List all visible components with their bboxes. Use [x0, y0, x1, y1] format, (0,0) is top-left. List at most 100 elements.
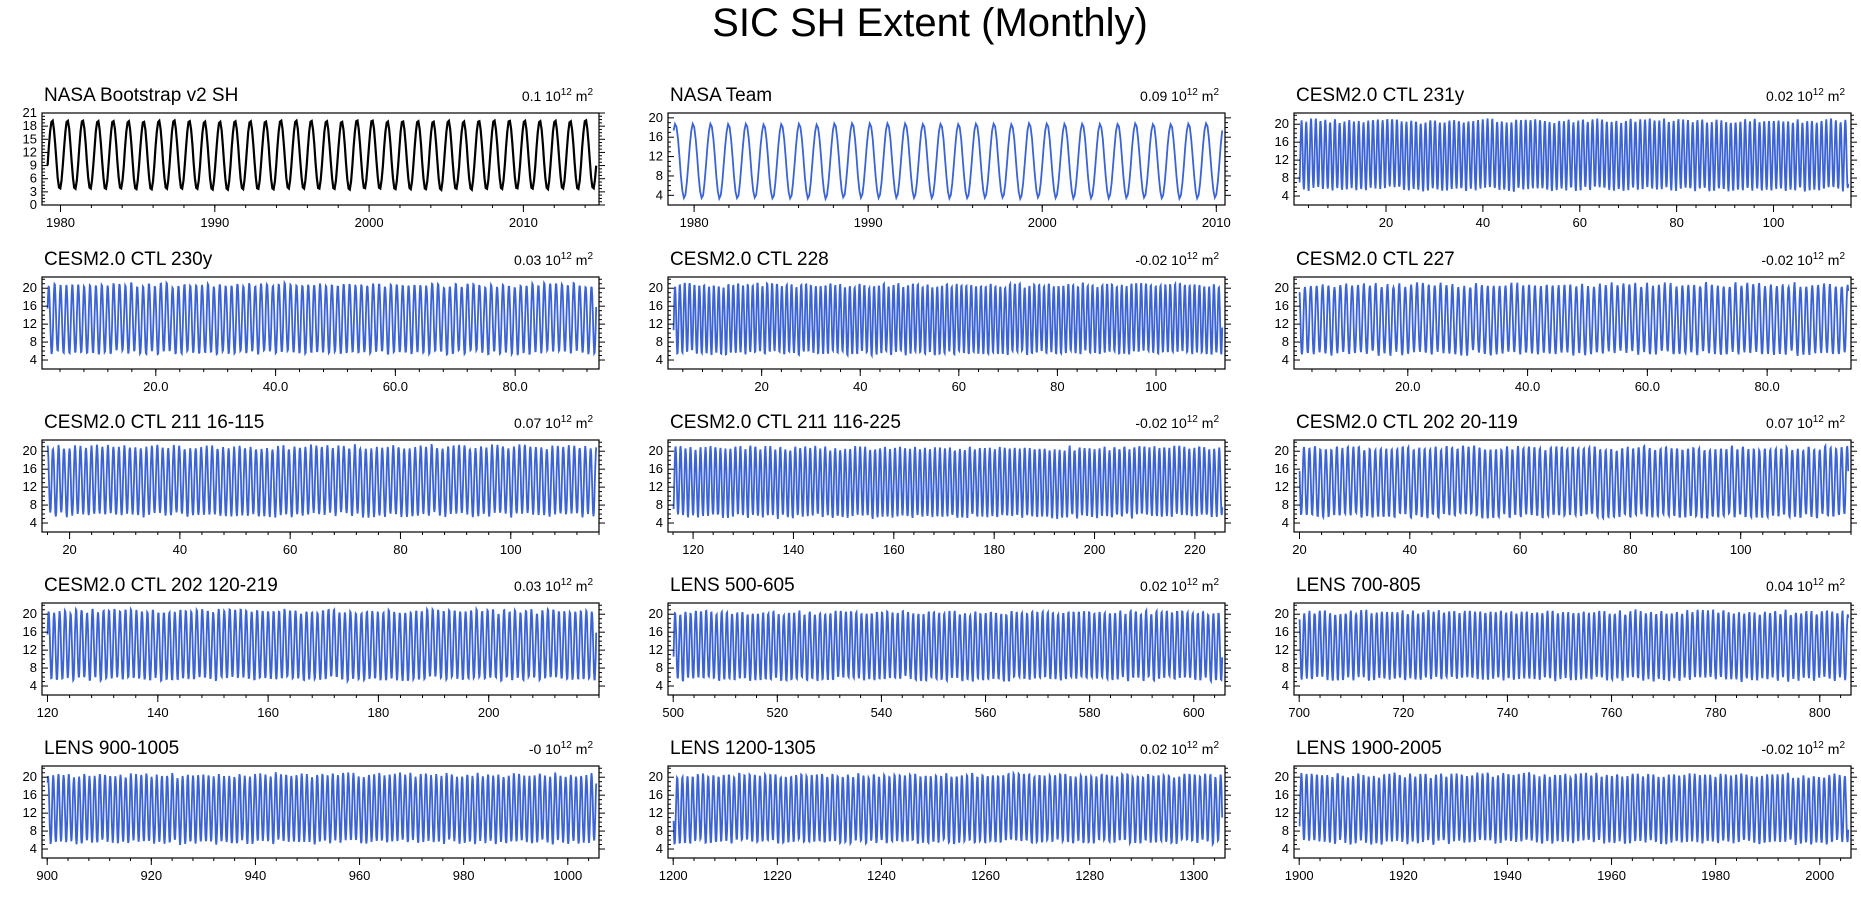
x-tick-label: 580 — [1079, 705, 1101, 720]
x-tick-label: 100 — [500, 542, 522, 557]
panel-value-label: 0.09 1012 m2 — [1140, 87, 1219, 104]
y-tick-label: 6 — [30, 171, 37, 186]
y-tick-label: 12 — [23, 642, 37, 657]
y-tick-label: 16 — [1275, 624, 1289, 639]
panel-value-label: -0.02 1012 m2 — [1135, 251, 1219, 268]
x-tick-label: 80 — [393, 542, 407, 557]
y-tick-label: 4 — [1282, 841, 1289, 856]
x-tick-label: 1990 — [854, 215, 883, 230]
y-tick-label: 12 — [1275, 316, 1289, 331]
panel-value: 0.03 10 — [514, 252, 561, 268]
y-tick-label: 8 — [1282, 497, 1289, 512]
x-tick-label: 720 — [1392, 705, 1414, 720]
plot-frame — [667, 765, 1226, 859]
x-tick-label: 160 — [257, 705, 279, 720]
panel-title: CESM2.0 CTL 202 20-119 — [1296, 412, 1518, 433]
x-tick-label: 700 — [1288, 705, 1310, 720]
series-line — [46, 443, 598, 518]
y-tick-label: 16 — [23, 787, 37, 802]
series-line — [672, 607, 1224, 685]
y-tick-label: 8 — [1282, 660, 1289, 675]
y-tick-label: 12 — [23, 144, 37, 159]
series-line — [46, 605, 598, 685]
panel-value: 0.04 10 — [1766, 578, 1813, 594]
x-tick-label: 1920 — [1389, 868, 1418, 883]
x-tick-label: 600 — [1183, 705, 1205, 720]
panel-title: LENS 900-1005 — [44, 738, 179, 759]
x-tick-label: 1240 — [867, 868, 896, 883]
panel-value-label: 0.07 1012 m2 — [514, 414, 593, 431]
y-tick-label: 16 — [1275, 461, 1289, 476]
y-tick-label: 16 — [23, 624, 37, 639]
plot-frame — [1293, 439, 1852, 533]
x-tick-label: 40 — [1403, 542, 1417, 557]
panel-14: LENS 1200-1305 0.02 1012 m2 4 8 12 16 20 1200 12… — [649, 738, 1231, 883]
x-tick-label: 40 — [853, 379, 867, 394]
panel-value-label: 0.03 1012 m2 — [514, 577, 593, 594]
x-tick-label: 180 — [983, 542, 1005, 557]
plot-frame — [1293, 602, 1852, 696]
x-tick-label: 40.0 — [263, 379, 288, 394]
x-tick-label: 100 — [1763, 215, 1785, 230]
panel-12: LENS 700-805 0.04 1012 m2 4 8 12 16 20 700 720 74… — [1275, 575, 1857, 720]
x-tick-label: 20 — [62, 542, 76, 557]
panel-value-label: 0.02 1012 m2 — [1140, 577, 1219, 594]
y-tick-label: 4 — [1282, 352, 1289, 367]
panel-title: CESM2.0 CTL 231y — [1296, 85, 1465, 106]
y-tick-label: 8 — [1282, 170, 1289, 185]
y-tick-label: 12 — [1275, 479, 1289, 494]
x-tick-label: 780 — [1705, 705, 1727, 720]
x-tick-label: 900 — [36, 868, 58, 883]
y-tick-label: 16 — [649, 129, 663, 144]
panel-11: LENS 500-605 0.02 1012 m2 4 8 12 16 20 500 520 54… — [649, 575, 1231, 720]
y-tick-label: 4 — [656, 187, 663, 202]
y-tick-label: 4 — [1282, 678, 1289, 693]
plot-frame — [667, 602, 1226, 696]
y-tick-label: 8 — [656, 660, 663, 675]
panel-title: CESM2.0 CTL 202 120-219 — [44, 575, 278, 596]
x-tick-label: 220 — [1184, 542, 1206, 557]
plot-frame — [667, 276, 1226, 370]
y-tick-label: 4 — [1282, 515, 1289, 530]
y-tick-label: 16 — [649, 461, 663, 476]
x-tick-label: 1300 — [1179, 868, 1208, 883]
y-tick-label: 12 — [649, 805, 663, 820]
series-line — [672, 120, 1224, 202]
y-tick-label: 12 — [23, 316, 37, 331]
x-tick-label: 200 — [478, 705, 500, 720]
panel-value: 0.07 10 — [514, 415, 561, 431]
y-tick-label: 8 — [656, 334, 663, 349]
panel-title: LENS 500-605 — [670, 575, 795, 596]
y-tick-label: 12 — [649, 149, 663, 164]
x-tick-label: 540 — [871, 705, 893, 720]
panel-title: CESM2.0 CTL 211 116-225 — [670, 412, 901, 433]
x-tick-label: 2010 — [1202, 215, 1231, 230]
series-line — [46, 279, 598, 358]
series-line — [672, 445, 1224, 520]
series-line — [1298, 772, 1850, 845]
x-tick-label: 180 — [368, 705, 390, 720]
y-tick-label: 4 — [30, 352, 37, 367]
x-tick-label: 20 — [754, 379, 768, 394]
x-tick-label: 120 — [682, 542, 704, 557]
panel-value-label: 0.02 1012 m2 — [1140, 740, 1219, 757]
panel-title: LENS 1200-1305 — [670, 738, 816, 759]
panel-13: LENS 900-1005 -0 1012 m2 4 8 12 16 20 900 920 940… — [23, 738, 605, 883]
x-tick-label: 1960 — [1597, 868, 1626, 883]
panel-value: 0.09 10 — [1140, 88, 1187, 104]
plot-frame — [41, 276, 600, 370]
y-tick-label: 12 — [23, 805, 37, 820]
x-tick-label: 560 — [975, 705, 997, 720]
y-tick-label: 16 — [649, 624, 663, 639]
x-tick-label: 200 — [1084, 542, 1106, 557]
series-line — [1298, 118, 1850, 192]
y-tick-label: 20 — [649, 443, 663, 458]
x-tick-label: 1990 — [200, 215, 229, 230]
y-tick-label: 20 — [649, 280, 663, 295]
x-tick-label: 1220 — [763, 868, 792, 883]
x-tick-label: 140 — [147, 705, 169, 720]
plot-frame — [41, 112, 600, 206]
panel-9: CESM2.0 CTL 202 20-119 0.07 1012 m2 4 8 12 16… — [1275, 412, 1857, 557]
panel-value: 0.02 10 — [1140, 741, 1187, 757]
figure-title: SIC SH Extent (Monthly) — [712, 1, 1148, 45]
